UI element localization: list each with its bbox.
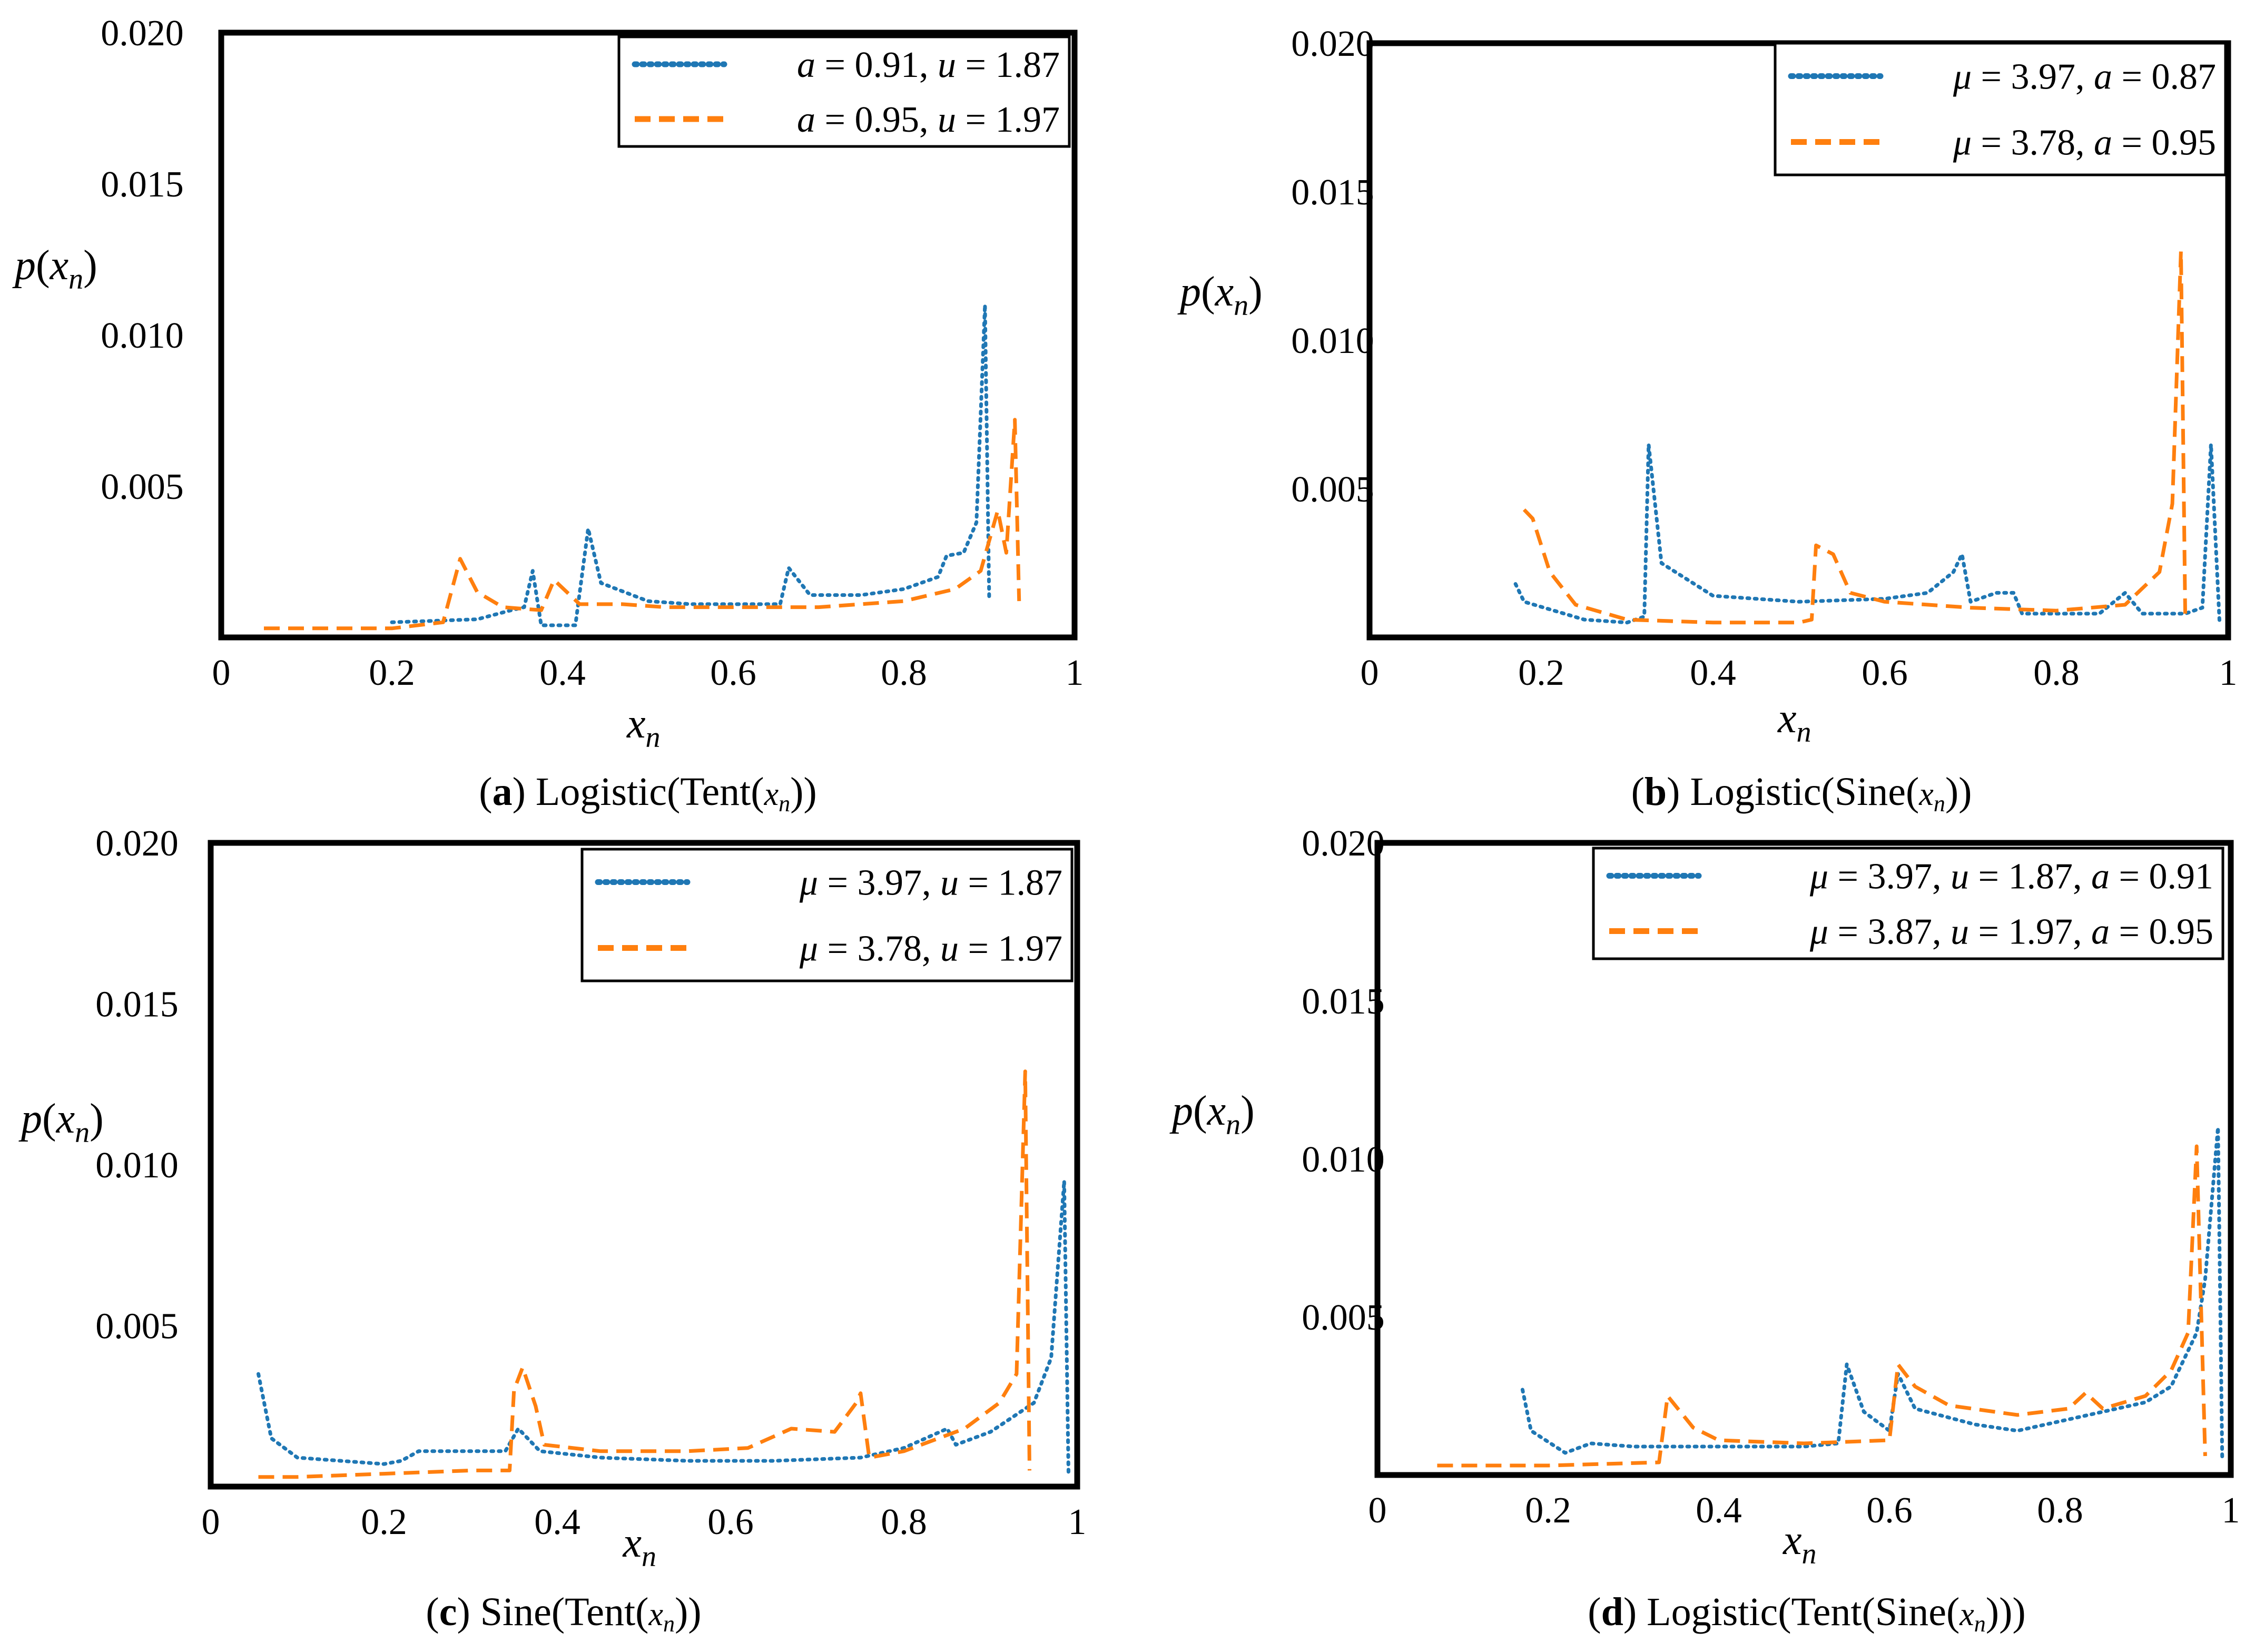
series-line-dashed (258, 1069, 1031, 1479)
x-axis-label: xn (626, 701, 661, 754)
x-axis-label: xn (623, 1520, 657, 1573)
legend: μ = 3.97, u = 1.87 μ = 3.78, u = 1.97 (580, 848, 1074, 982)
x-tick-label: 0.4 (539, 653, 586, 693)
x-tick-label: 0.6 (1866, 1490, 1913, 1531)
panel-caption: (d) Logistic(Tent(Sine(xn))) (1588, 1590, 2025, 1637)
series-line-dashed (1437, 1144, 2207, 1468)
legend-frame (1774, 42, 2227, 176)
chart-panel-a: 0.020 0.015 0.010 0.005 0 0.2 0.4 0.6 0.8 1 p(xn) x… (12, 13, 1084, 817)
x-tick-label: 0 (202, 1502, 220, 1542)
x-tick-label: 0.4 (1696, 1490, 1742, 1531)
y-tick-label: 0.015 (1291, 172, 1374, 213)
x-tick-label: 0.2 (1525, 1490, 1571, 1531)
legend-entry: μ = 3.97, a = 0.87 (1953, 57, 2216, 97)
x-tick-label: 0 (212, 653, 231, 693)
x-tick-label: 0.6 (707, 1502, 754, 1542)
legend-entry: μ = 3.97, u = 1.87, a = 0.91 (1809, 857, 2213, 897)
y-tick-label: 0.010 (1291, 321, 1374, 361)
x-tick-label: 0.8 (881, 1502, 927, 1542)
x-tick-label: 0.8 (881, 653, 927, 693)
legend-frame (1592, 847, 2224, 960)
y-axis-label: p(xn) (12, 242, 97, 296)
y-axis-label: p(xn) (1177, 269, 1263, 322)
legend-entry: μ = 3.78, a = 0.95 (1953, 123, 2216, 163)
y-tick-label: 0.005 (1291, 469, 1374, 510)
panel-caption: (b) Logistic(Sine(xn)) (1631, 770, 1972, 817)
x-tick-label: 0 (1368, 1490, 1387, 1531)
x-tick-label: 0.8 (2037, 1490, 2083, 1531)
chart-panel-b: 0.020 0.015 0.010 0.005 0 0.2 0.4 0.6 0.8 1 p(xn) x… (1177, 24, 2238, 817)
y-tick-label: 0.010 (1302, 1139, 1385, 1180)
legend-entry: μ = 3.78, u = 1.97 (799, 929, 1062, 969)
y-tick-label: 0.015 (101, 164, 184, 205)
x-tick-label: 0.4 (534, 1502, 580, 1542)
x-tick-label: 0.2 (361, 1502, 407, 1542)
legend-entry: a = 0.95, u = 1.97 (797, 100, 1060, 140)
plot-frame (1374, 840, 2234, 1478)
x-tick-label: 1 (2219, 653, 2238, 693)
y-tick-label: 0.010 (101, 316, 184, 356)
y-axis-label: p(xn) (1169, 1088, 1255, 1141)
legend: μ = 3.97, u = 1.87, a = 0.91 μ = 3.87, u … (1592, 847, 2224, 960)
y-tick-label: 0.005 (101, 467, 184, 507)
x-tick-label: 1 (1068, 1502, 1087, 1542)
plot-frame (218, 30, 1078, 641)
x-tick-label: 0 (1361, 653, 1379, 693)
legend: μ = 3.97, a = 0.87 μ = 3.78, a = 0.95 (1774, 42, 2227, 176)
y-tick-label: 0.005 (95, 1306, 179, 1347)
plot-frame (208, 840, 1080, 1490)
panel-caption: (c) Sine(Tent(xn)) (426, 1590, 701, 1637)
x-axis-label: xn (1783, 1517, 1817, 1570)
x-tick-label: 0.6 (1862, 653, 1908, 693)
series-line-dashed (1522, 249, 2187, 625)
legend-entry: μ = 3.87, u = 1.97, a = 0.95 (1809, 912, 2213, 952)
series-line-dotted (257, 1179, 1070, 1476)
y-tick-label: 0.020 (95, 823, 179, 864)
x-tick-label: 0.8 (2033, 653, 2080, 693)
chart-panel-c: 0.020 0.015 0.010 0.005 0 0.2 0.4 0.6 0.8 1 p(xn) x… (18, 823, 1087, 1637)
y-tick-label: 0.020 (1291, 24, 1374, 64)
chart-panel-d: 0.020 0.015 0.010 0.005 0 0.2 0.4 0.6 0.8 1 p(xn) x… (1169, 823, 2240, 1637)
x-tick-label: 0.2 (1518, 653, 1564, 693)
x-tick-label: 1 (1066, 653, 1084, 693)
y-tick-label: 0.020 (1302, 823, 1385, 864)
panel-caption: (a) Logistic(Tent(xn)) (479, 770, 816, 817)
y-tick-label: 0.020 (101, 13, 184, 54)
x-tick-label: 0.2 (369, 653, 415, 693)
y-tick-label: 0.005 (1302, 1297, 1385, 1338)
x-tick-label: 0.4 (1690, 653, 1736, 693)
x-axis-label: xn (1777, 695, 1811, 749)
y-tick-label: 0.015 (95, 985, 179, 1025)
x-tick-label: 1 (2222, 1490, 2240, 1531)
legend: a = 0.91, u = 1.87 a = 0.95, u = 1.97 (617, 35, 1071, 148)
y-tick-label: 0.015 (1302, 981, 1385, 1022)
series-line-dashed (264, 418, 1021, 631)
series-line-dotted (1513, 442, 2222, 625)
legend-frame (580, 848, 1074, 982)
series-line-dotted (390, 303, 991, 627)
y-tick-label: 0.010 (95, 1145, 179, 1186)
y-axis-label: p(xn) (18, 1096, 104, 1149)
x-tick-label: 0.6 (710, 653, 756, 693)
legend-entry: μ = 3.97, u = 1.87 (799, 863, 1062, 903)
series-line-dotted (1520, 1125, 2224, 1461)
legend-frame (617, 35, 1071, 148)
legend-entry: a = 0.91, u = 1.87 (797, 45, 1060, 85)
